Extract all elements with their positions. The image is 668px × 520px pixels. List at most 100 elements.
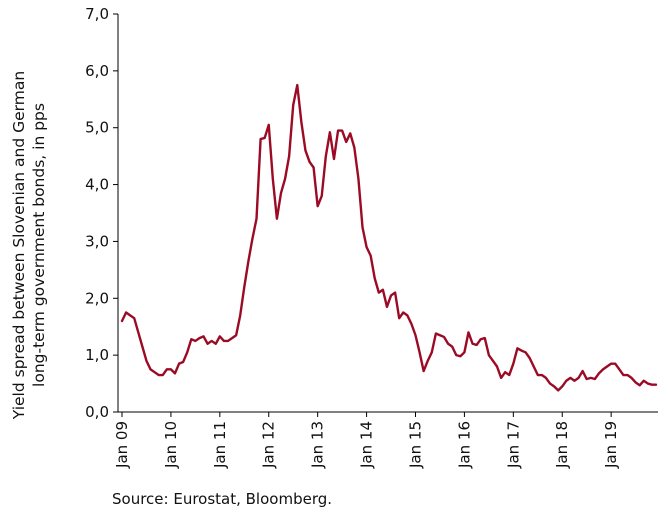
- data-point: [304, 149, 307, 152]
- data-point: [288, 155, 290, 157]
- data-point: [247, 260, 249, 262]
- data-point: [182, 361, 184, 363]
- data-point: [365, 246, 368, 248]
- data-point: [149, 368, 152, 370]
- data-point: [386, 306, 388, 308]
- data-point: [488, 354, 490, 356]
- data-point: [141, 346, 143, 348]
- data-point: [504, 371, 506, 373]
- data-point: [255, 218, 258, 220]
- data-point: [239, 314, 241, 316]
- data-point: [145, 360, 148, 362]
- data-point: [614, 363, 616, 365]
- data-point: [602, 368, 604, 370]
- data-point: [586, 378, 588, 380]
- data-point: [219, 335, 221, 337]
- data-point: [312, 166, 315, 169]
- data-point: [431, 351, 433, 353]
- data-point: [284, 178, 286, 180]
- data-point: [443, 336, 445, 338]
- data-point: [594, 378, 596, 380]
- x-ticks: Jan 09 Jan 10 Jan 11 Jan 12 Jan 13 Jan 14 Jan …: [113, 412, 620, 469]
- data-point: [651, 384, 653, 386]
- data-point: [476, 344, 478, 346]
- data-point: [618, 368, 620, 370]
- data-point: [590, 377, 592, 379]
- data-point: [178, 363, 180, 365]
- data-point: [357, 178, 360, 180]
- data-point: [398, 317, 400, 319]
- data-point: [211, 340, 213, 342]
- axes: [117, 14, 658, 413]
- data-point: [190, 338, 192, 340]
- data-point: [158, 374, 160, 376]
- data-point: [345, 141, 347, 143]
- data-point: [520, 349, 523, 352]
- data-point: [414, 334, 417, 336]
- data-point: [577, 377, 580, 379]
- data-point: [174, 372, 176, 374]
- x-tick-label: Jan 19: [602, 421, 620, 469]
- data-point: [557, 389, 559, 391]
- data-point: [268, 124, 270, 126]
- x-tick-label: Jan 10: [162, 421, 180, 469]
- y-tick-label: 4,0: [85, 176, 109, 194]
- data-point: [223, 340, 225, 342]
- data-point: [496, 365, 498, 368]
- x-tick-label: Jan 09: [113, 421, 131, 469]
- data-point: [626, 374, 629, 376]
- data-point: [500, 377, 502, 379]
- data-point: [137, 331, 139, 333]
- data-point: [370, 255, 372, 257]
- data-point: [524, 351, 527, 353]
- data-point: [553, 385, 555, 388]
- data-point: [121, 320, 123, 322]
- data-point: [402, 311, 404, 314]
- data-point: [394, 292, 396, 294]
- data-point: [280, 192, 282, 194]
- data-point: [418, 351, 421, 353]
- data-point: [154, 371, 156, 373]
- data-point: [353, 147, 355, 149]
- data-point: [129, 314, 131, 316]
- x-tick-label: Jan 14: [358, 421, 376, 469]
- data-point: [325, 155, 327, 157]
- data-point: [382, 289, 384, 291]
- data-point: [533, 365, 535, 368]
- data-point: [317, 205, 319, 207]
- data-point: [166, 368, 168, 370]
- data-point: [606, 365, 608, 368]
- data-point: [194, 340, 196, 342]
- data-point: [647, 382, 649, 385]
- data-point: [198, 337, 201, 339]
- data-point: [308, 161, 311, 163]
- y-axis-label-line-1: Yield spread between Slovenian and Germa…: [10, 71, 28, 420]
- data-point: [202, 335, 205, 337]
- data-point: [329, 131, 331, 133]
- data-point: [471, 343, 474, 345]
- data-point: [378, 292, 380, 294]
- data-point: [516, 347, 519, 349]
- data-point: [227, 340, 229, 342]
- y-tick-label: 5,0: [85, 119, 109, 137]
- data-point: [512, 363, 514, 365]
- data-point: [251, 237, 254, 240]
- data-point: [573, 380, 576, 382]
- data-point: [260, 138, 262, 140]
- data-point: [300, 121, 302, 123]
- data-point: [610, 363, 612, 365]
- data-point: [569, 377, 572, 379]
- data-point: [186, 351, 188, 353]
- y-tick-label: 7,0: [85, 5, 109, 23]
- data-point: [451, 346, 453, 348]
- data-point: [406, 314, 408, 316]
- data-point: [341, 129, 343, 132]
- y-tick-label: 3,0: [85, 232, 109, 250]
- x-tick-label: Jan 17: [504, 421, 522, 469]
- data-point: [655, 384, 657, 386]
- data-point: [235, 334, 237, 336]
- data-point: [549, 382, 551, 385]
- y-axis-label: Yield spread between Slovenian and Germa…: [10, 71, 48, 420]
- data-point: [207, 343, 209, 345]
- data-point: [508, 374, 510, 376]
